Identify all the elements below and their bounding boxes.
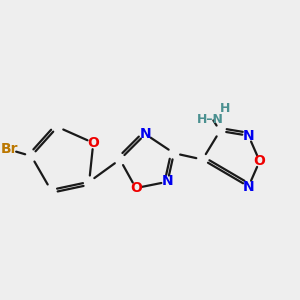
Text: O: O — [254, 154, 266, 168]
Text: O: O — [87, 136, 99, 150]
Text: N: N — [243, 129, 254, 143]
Text: N: N — [140, 127, 151, 141]
Text: H–N: H–N — [197, 113, 224, 126]
Text: N: N — [162, 174, 173, 188]
Text: N: N — [243, 179, 254, 194]
Text: H: H — [220, 102, 230, 115]
Text: O: O — [130, 181, 142, 195]
Text: Br: Br — [1, 142, 19, 156]
